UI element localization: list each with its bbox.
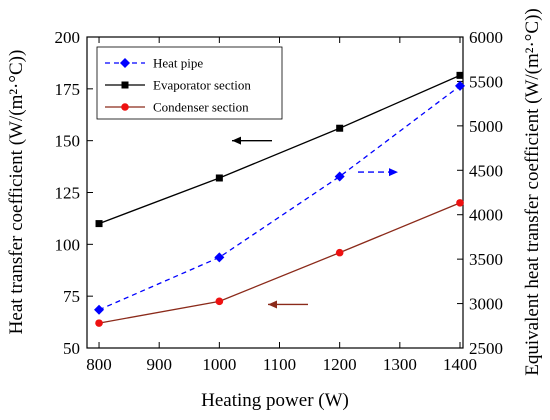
y-right-tick-label: 6000: [469, 28, 503, 47]
legend-marker: [120, 58, 130, 68]
heat-pipe-arrow-head: [389, 168, 398, 177]
y-right-tick-label: 4500: [469, 161, 503, 180]
legend-marker: [121, 103, 129, 111]
data-point: [95, 319, 103, 327]
legend: Heat pipe Evaporator section Condenser sec…: [96, 46, 283, 120]
series-line-1: [98, 74, 461, 225]
data-point: [95, 220, 103, 228]
data-point: [214, 252, 225, 263]
y-right-tick-label: 5500: [469, 72, 503, 91]
evaporator-arrow-head: [232, 136, 241, 145]
x-tick-label: 1100: [263, 355, 296, 374]
data-point: [456, 71, 464, 79]
data-point: [456, 199, 464, 207]
data-point: [215, 174, 223, 182]
data-point: [335, 248, 344, 257]
series-markers: [94, 71, 465, 327]
data-point: [454, 80, 465, 91]
axis-ticks: 800 900 1000 1100 1200 1300 1400 50 75 100 125 150 1…: [55, 28, 504, 374]
y-right-axis-title: Equivalent heat transfer coefficient (W/…: [522, 8, 543, 375]
axis-arrows: [232, 136, 398, 309]
y-right-tick-label: 3000: [469, 295, 503, 314]
y-right-tick-label: 2500: [469, 339, 503, 358]
y-left-tick-label: 200: [55, 28, 81, 47]
condenser-arrow-head: [268, 300, 277, 309]
data-point: [215, 297, 224, 306]
series-line-0: [98, 85, 461, 311]
data-point: [94, 304, 105, 315]
x-tick-label: 1200: [323, 355, 357, 374]
y-left-axis-title: Heat transfer coefficient (W/(m²·°C)): [6, 50, 27, 335]
y-right-tick-label: 5000: [469, 117, 503, 136]
x-tick-label: 1000: [202, 355, 236, 374]
y-left-tick-label: 50: [63, 339, 80, 358]
y-left-tick-label: 100: [55, 235, 81, 254]
data-point: [334, 171, 345, 182]
y-left-tick-label: 150: [55, 132, 81, 151]
series-line-2: [98, 202, 461, 324]
x-axis-title: Heating power (W): [201, 390, 349, 411]
series-lines: [98, 74, 461, 324]
y-right-tick-label: 4000: [469, 206, 503, 225]
x-tick-label: 800: [86, 355, 112, 374]
legend-label: Condenser section: [153, 100, 249, 115]
y-left-tick-label: 125: [55, 184, 81, 203]
data-point: [336, 124, 344, 132]
legend-label: Heat pipe: [153, 56, 203, 71]
x-tick-label: 900: [146, 355, 172, 374]
x-tick-label: 1400: [443, 355, 477, 374]
legend-marker: [121, 81, 129, 89]
legend-label: Evaporator section: [153, 78, 251, 93]
y-left-tick-label: 75: [63, 287, 80, 306]
x-tick-label: 1300: [383, 355, 417, 374]
y-left-tick-label: 175: [55, 80, 81, 99]
y-right-tick-label: 3500: [469, 250, 503, 269]
